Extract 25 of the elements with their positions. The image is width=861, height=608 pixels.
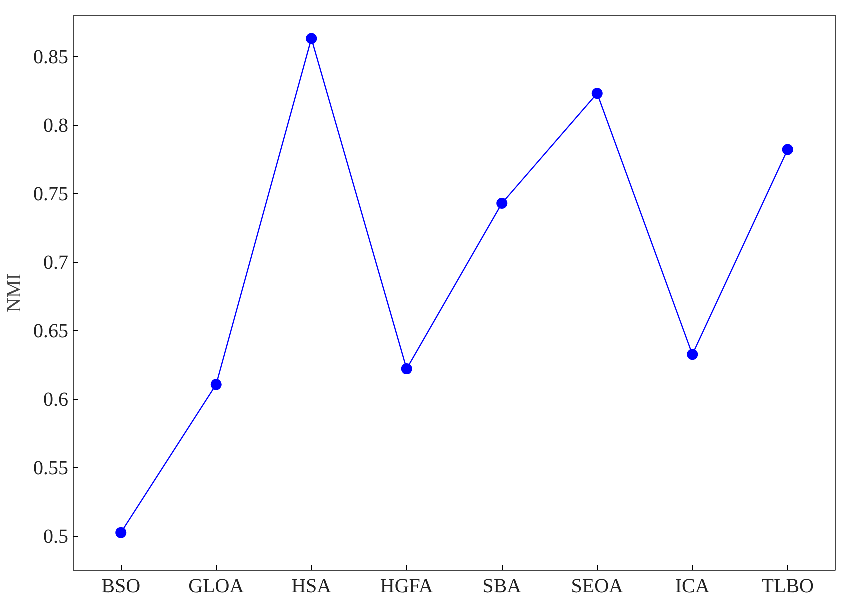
- y-tick-label: 0.75: [34, 184, 68, 206]
- point: [592, 88, 603, 100]
- x-tick-label: TLBO: [762, 576, 814, 598]
- point: [782, 144, 794, 156]
- x-tick-label: HSA: [292, 576, 332, 598]
- x-tick-label: ICA: [675, 576, 710, 598]
- point: [496, 198, 508, 210]
- x-tick-label: GLOA: [188, 576, 245, 598]
- x-tick-label: HGFA: [380, 576, 434, 598]
- point: [116, 527, 127, 538]
- y-tick-label: 0.5: [44, 526, 68, 548]
- y-tick-label: 0.55: [34, 458, 68, 480]
- y-tick-label: 0.65: [34, 320, 68, 343]
- y-tick-label: 0.7: [44, 252, 68, 274]
- x-tick-label: SBA: [482, 576, 522, 598]
- point: [306, 33, 318, 44]
- y-tick-label: 0.85: [34, 46, 68, 69]
- x-tick-label: SEOA: [571, 576, 624, 598]
- x-tick-label: BSO: [102, 576, 141, 598]
- y-tick-label: 0.6: [44, 389, 68, 412]
- y-tick-label: 0.8: [44, 115, 68, 138]
- point: [401, 364, 412, 375]
- point: [210, 379, 222, 390]
- y-axis-title: NMI: [4, 274, 26, 312]
- point: [687, 349, 698, 360]
